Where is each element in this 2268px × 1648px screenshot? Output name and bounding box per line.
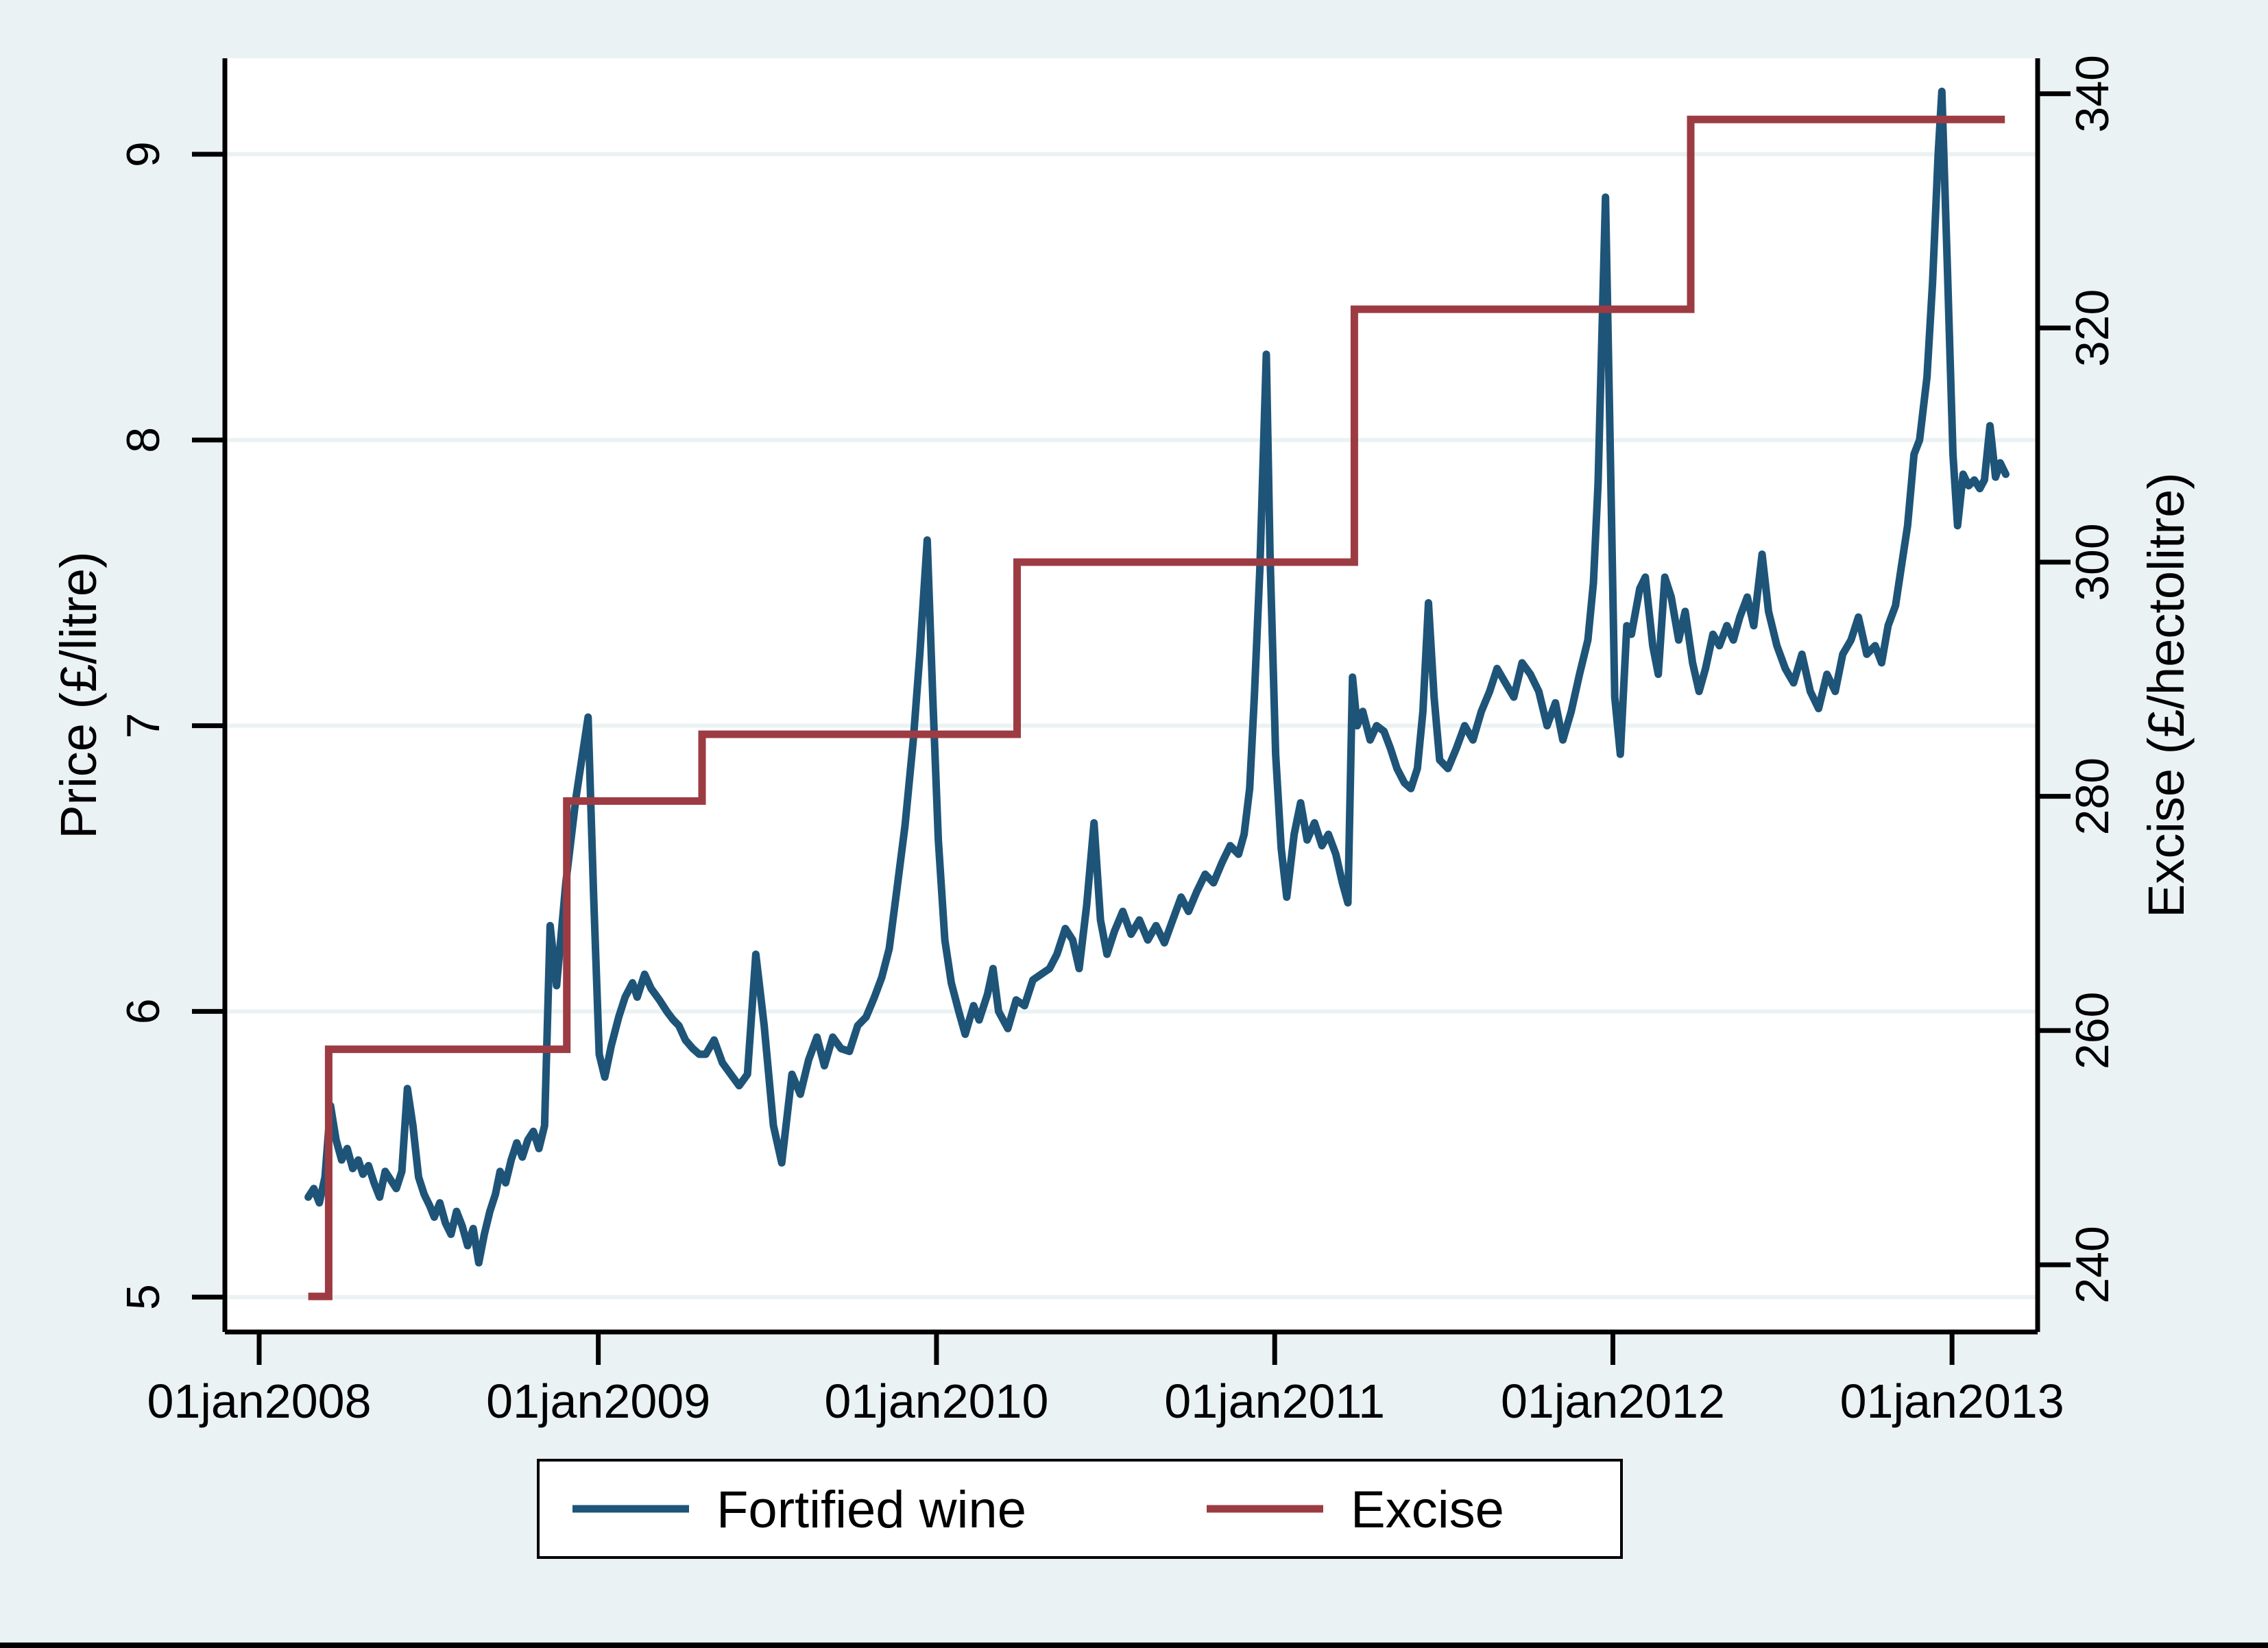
right-tick-label: 320: [2066, 289, 2119, 367]
wine-price-line: [304, 87, 2010, 1267]
right-tick-label: 260: [2066, 992, 2119, 1069]
left-tick-label: 9: [117, 141, 169, 167]
right-tick-label: 300: [2066, 523, 2119, 601]
right-tick-label: 340: [2066, 55, 2119, 132]
left-axis-title: Price (£/litre): [50, 551, 107, 838]
left-tick-label: 6: [117, 998, 169, 1024]
right-axis-title: Excise (£/hectolitre): [2138, 472, 2195, 918]
x-tick-label: 01jan2013: [1840, 1374, 2064, 1428]
legend-box: [537, 1459, 1623, 1559]
left-tick-label: 7: [117, 713, 169, 739]
x-tick-label: 01jan2012: [1501, 1374, 1725, 1428]
legend-excise-label: Excise: [1351, 1481, 1504, 1539]
x-tick-label: 01jan2008: [147, 1374, 372, 1428]
x-tick-label: 01jan2010: [824, 1374, 1048, 1428]
series-lines: [304, 87, 2010, 1300]
right-tick-label: 280: [2066, 758, 2119, 835]
gridlines: [225, 152, 2038, 1300]
x-tick-label: 01jan2009: [486, 1374, 710, 1428]
tick-marks: [192, 91, 2071, 1365]
plot-area: [225, 58, 2038, 1332]
right-tick-label: 240: [2066, 1226, 2119, 1303]
legend-wine-label: Fortified wine: [716, 1481, 1026, 1539]
excise-step-line: [308, 115, 2005, 1300]
legend: Fortified wine Excise: [537, 1459, 1623, 1559]
tick-labels: 5 6 7 8 9 240 260 280 300 320 340 01jan2008 01jan200…: [117, 55, 2119, 1428]
left-tick-label: 5: [117, 1284, 169, 1310]
left-tick-label: 8: [117, 427, 169, 453]
figure-bottom-edge: [0, 1643, 2268, 1648]
axes: [222, 58, 2040, 1335]
x-tick-label: 01jan2011: [1164, 1374, 1385, 1428]
